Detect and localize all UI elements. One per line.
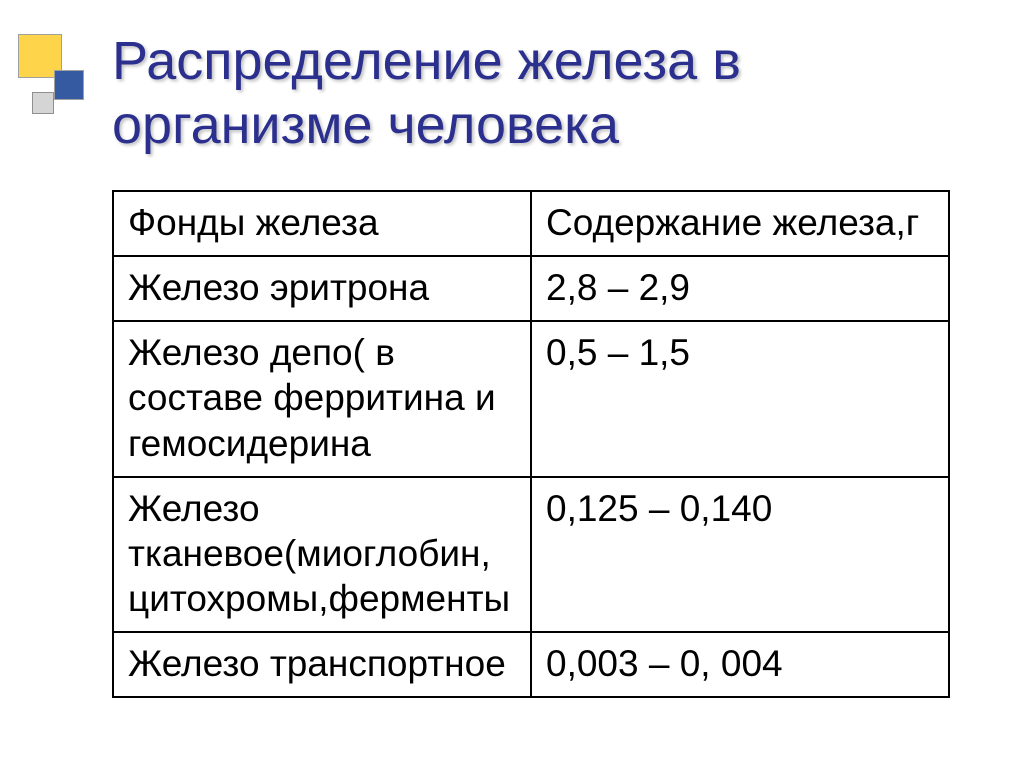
decor-square-gray (32, 92, 54, 114)
table-row: Фонды железа Содержание железа,г (113, 191, 949, 256)
slide-title-container: Распределение железа в организме человек… (112, 30, 972, 157)
table-row: Железо тканевое(миоглобин, цитохромы,фер… (113, 477, 949, 632)
table-row: Железо эритрона 2,8 – 2,9 (113, 256, 949, 321)
table-cell-fund: Железо тканевое(миоглобин, цитохромы,фер… (113, 477, 531, 632)
slide-theme-decoration (18, 34, 88, 164)
table-cell-fund: Фонды железа (113, 191, 531, 256)
table-cell-amount: 0,5 – 1,5 (531, 321, 949, 476)
slide-title: Распределение железа в организме человек… (112, 30, 972, 157)
iron-distribution-table-container: Фонды железа Содержание железа,г Железо … (112, 190, 950, 698)
table-cell-fund: Железо депо( в составе ферритина и гемос… (113, 321, 531, 476)
table-cell-amount: Содержание железа,г (531, 191, 949, 256)
table-cell-fund: Железо транспортное (113, 632, 531, 697)
table-cell-amount: 2,8 – 2,9 (531, 256, 949, 321)
decor-square-blue (54, 70, 84, 100)
table-row: Железо депо( в составе ферритина и гемос… (113, 321, 949, 476)
table-cell-amount: 0,003 – 0, 004 (531, 632, 949, 697)
table-cell-fund: Железо эритрона (113, 256, 531, 321)
iron-distribution-table: Фонды железа Содержание железа,г Железо … (112, 190, 950, 698)
table-cell-amount: 0,125 – 0,140 (531, 477, 949, 632)
table-row: Железо транспортное 0,003 – 0, 004 (113, 632, 949, 697)
